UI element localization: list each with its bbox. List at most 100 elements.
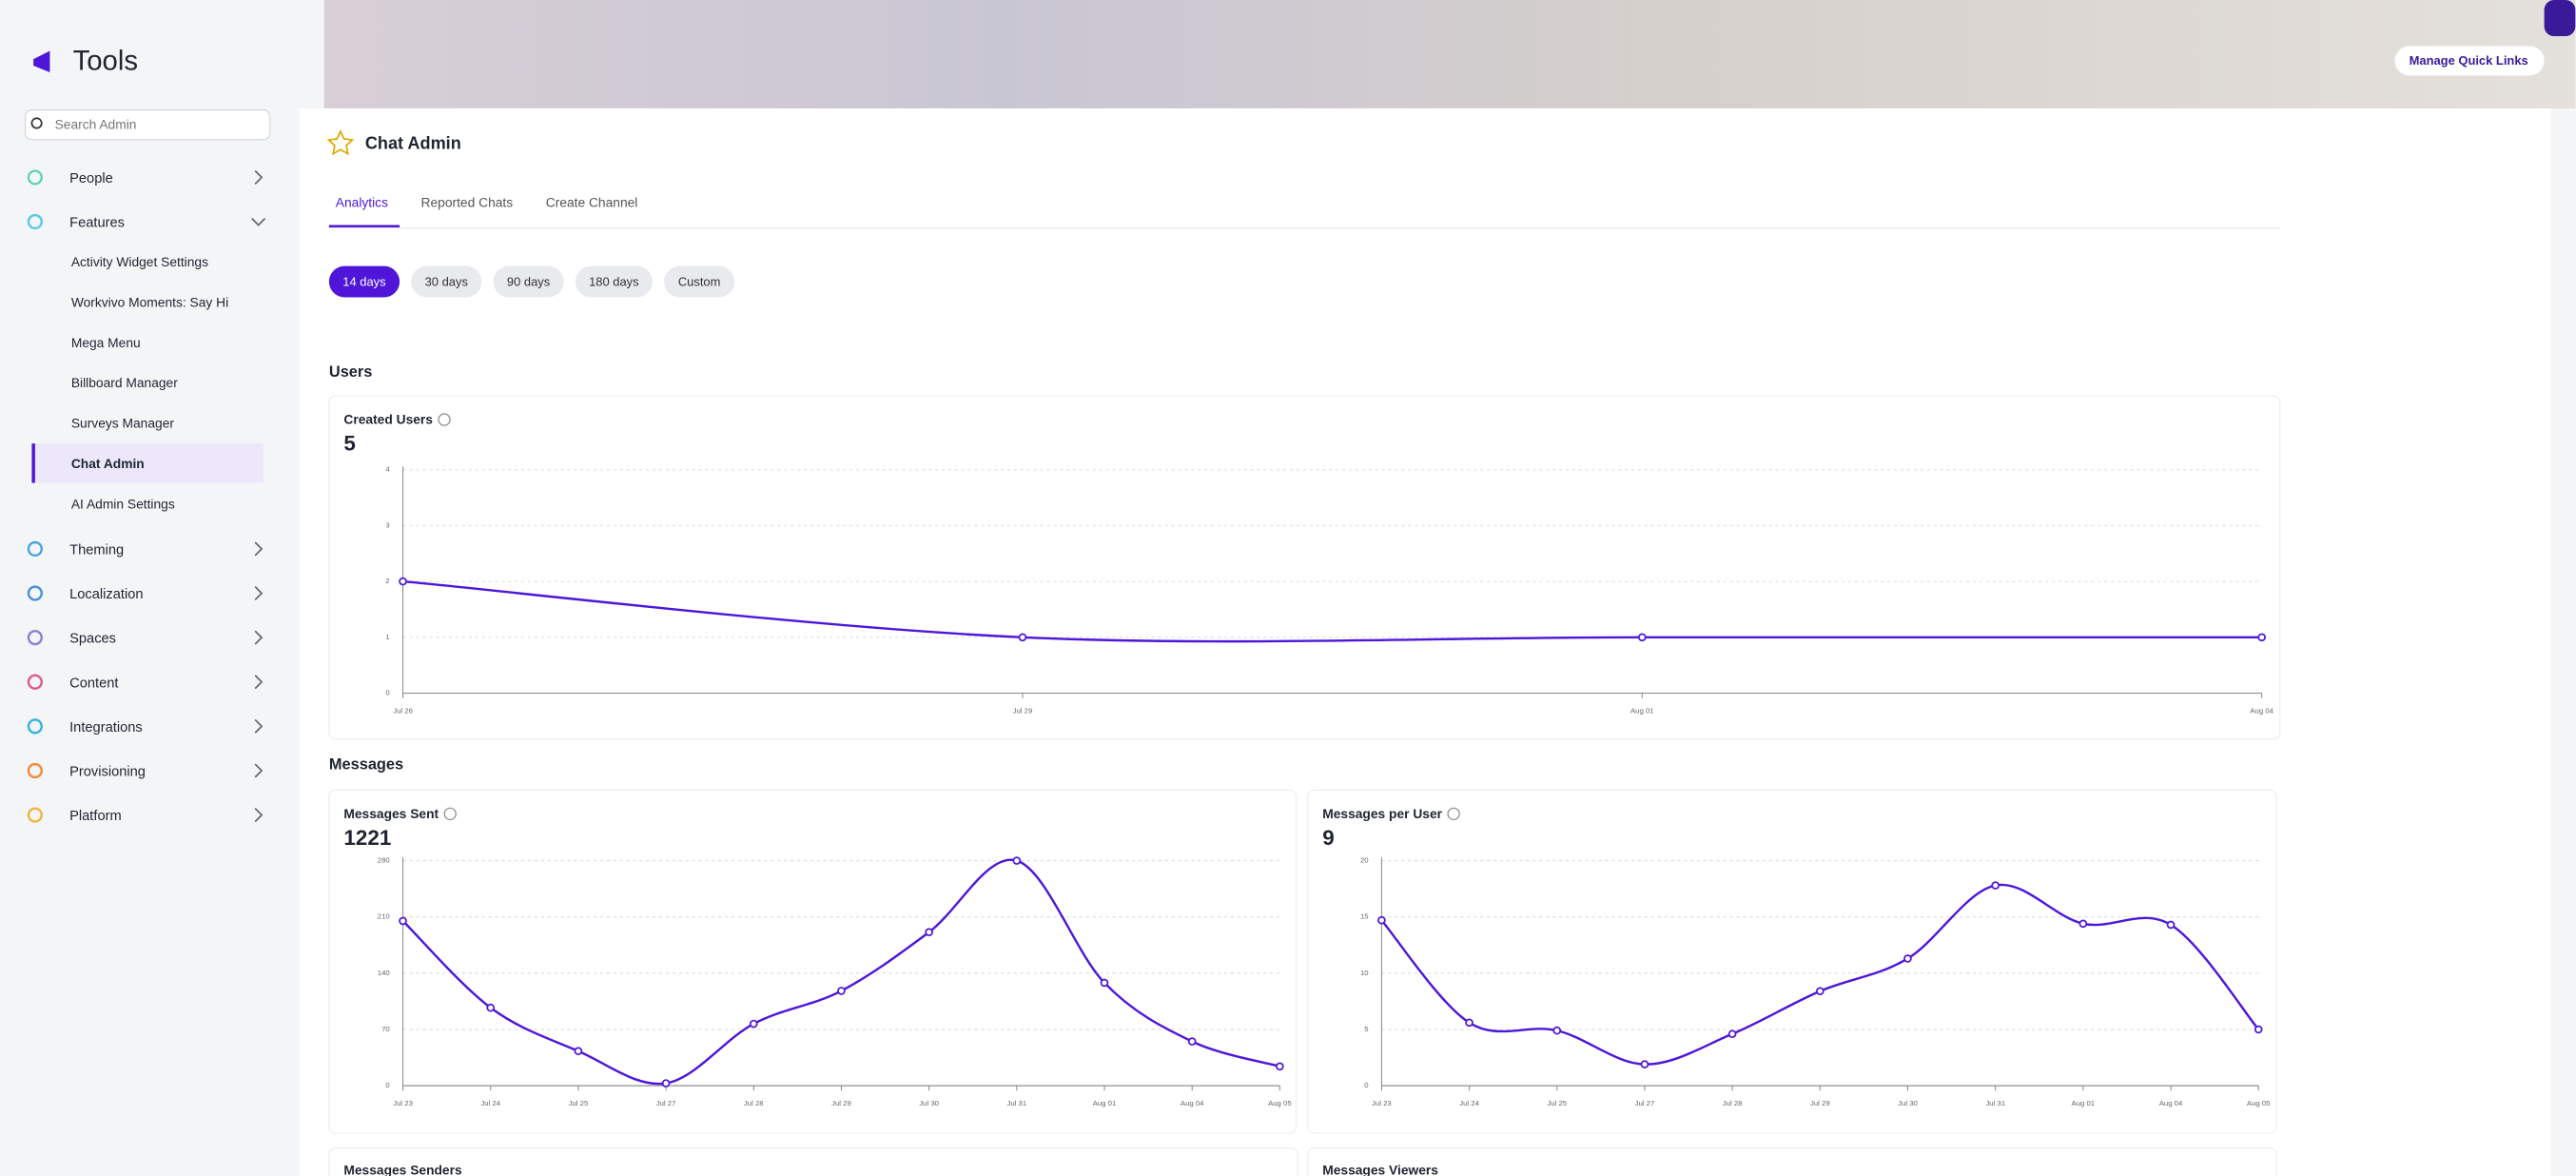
x-tick-label: Jul 29 [831, 1099, 851, 1107]
chart-card [328, 395, 2281, 740]
chart-total: 9 [1322, 826, 1334, 850]
y-tick-label: 10 [1360, 969, 1369, 977]
assistant-button[interactable] [2544, 0, 2576, 36]
x-tick-label: Jul 27 [656, 1099, 676, 1107]
y-tick-label: 210 [378, 912, 390, 921]
data-point [2257, 633, 2266, 642]
nav-subitem[interactable]: Billboard Manager [71, 375, 178, 390]
data-point [1637, 633, 1647, 642]
x-tick-label: Jul 23 [393, 1099, 413, 1107]
range-label: 14 days [342, 274, 385, 288]
x-tick-label: Jul 23 [1372, 1099, 1392, 1107]
nav-icon [27, 807, 43, 823]
logo-icon [33, 50, 50, 72]
nav-icon [27, 762, 43, 779]
x-tick-label: Aug 01 [1630, 707, 1654, 715]
nav-subitem[interactable]: AI Admin Settings [71, 497, 175, 512]
x-tick-label: Jul 26 [393, 707, 413, 715]
range-button[interactable] [575, 265, 653, 298]
nav-item[interactable]: Platform [69, 809, 122, 824]
y-tick-label: 0 [385, 689, 389, 697]
nav-icon [27, 213, 43, 230]
search-box[interactable] [24, 109, 271, 141]
nav-item[interactable]: Content [69, 676, 118, 691]
nav-icon [27, 585, 43, 601]
data-point [1377, 915, 1386, 925]
nav-selected-bar [31, 443, 35, 483]
chart-card [1307, 789, 2277, 1134]
page-title: Chat Admin [365, 134, 461, 153]
data-point [1552, 1026, 1562, 1035]
nav-subitem[interactable]: Mega Menu [71, 335, 141, 350]
nav-chevron [254, 718, 263, 734]
data-point [399, 916, 407, 926]
data-point [2166, 920, 2176, 930]
x-tick-label: Jul 31 [1006, 1099, 1026, 1107]
nav-subitem[interactable]: Chat Admin [71, 456, 145, 471]
tab[interactable]: Reported Chats [421, 195, 514, 210]
help-icon[interactable] [1447, 807, 1460, 821]
quick-links-label: Manage Quick Links [2410, 53, 2528, 68]
chart-total: 1221 [343, 826, 391, 850]
nav-item[interactable]: Provisioning [69, 765, 146, 780]
data-point [1991, 881, 2000, 890]
range-button[interactable] [411, 265, 482, 298]
nav-item[interactable]: Theming [69, 543, 124, 559]
nav-chevron [254, 541, 263, 557]
quick-links-button[interactable] [2394, 46, 2545, 76]
range-button[interactable] [493, 265, 564, 298]
y-tick-label: 280 [378, 856, 390, 865]
x-tick-label: Jul 30 [1898, 1099, 1918, 1107]
data-point [1012, 856, 1022, 865]
help-icon[interactable] [438, 413, 451, 426]
y-tick-label: 20 [1360, 856, 1369, 865]
data-point [486, 1003, 496, 1012]
x-tick-label: Aug 01 [2072, 1099, 2096, 1107]
x-tick-label: Jul 29 [1810, 1099, 1830, 1107]
data-point [2078, 919, 2088, 929]
y-tick-label: 2 [385, 577, 389, 585]
favorite-star[interactable] [326, 129, 355, 156]
nav-item[interactable]: People [69, 171, 113, 186]
data-point [1465, 1018, 1473, 1028]
chart-card [328, 789, 1298, 1134]
nav-chevron [254, 630, 263, 645]
data-point [1903, 954, 1912, 963]
x-tick-label: Aug 05 [2247, 1099, 2271, 1107]
y-tick-label: 3 [385, 520, 389, 529]
y-tick-label: 140 [378, 969, 390, 977]
x-tick-label: Aug 05 [1268, 1099, 1292, 1107]
x-tick-label: Jul 24 [480, 1099, 500, 1107]
tab-underline [328, 225, 400, 228]
x-tick-label: Aug 01 [1093, 1099, 1117, 1107]
nav-chevron [254, 808, 263, 823]
nav-subitem[interactable]: Surveys Manager [71, 416, 175, 431]
nav-item[interactable]: Localization [69, 587, 143, 602]
x-tick-label: Jul 25 [569, 1099, 589, 1107]
range-button[interactable] [664, 265, 735, 298]
y-tick-label: 1 [385, 633, 389, 641]
chart-title: Messages Viewers [1322, 1162, 1438, 1176]
chart-title: Created Users [343, 412, 433, 427]
nav-subitem[interactable]: Workvivo Moments: Say Hi [71, 294, 228, 309]
nav-icon [27, 540, 43, 558]
x-tick-label: Jul 25 [1547, 1099, 1567, 1107]
x-tick-label: Aug 04 [2159, 1099, 2183, 1107]
data-point [399, 577, 407, 586]
range-button[interactable] [328, 265, 400, 298]
x-tick-label: Aug 04 [1181, 1099, 1204, 1107]
line-series [402, 579, 2262, 643]
nav-subitem[interactable]: Activity Widget Settings [71, 254, 208, 269]
nav-selected-bg [33, 443, 263, 483]
y-tick-label: 4 [385, 465, 390, 474]
x-tick-label: Aug 04 [2250, 707, 2274, 715]
nav-item[interactable]: Integrations [69, 720, 143, 735]
tab[interactable]: Analytics [336, 195, 388, 210]
nav-item[interactable]: Spaces [69, 632, 116, 647]
nav-icon [27, 718, 43, 735]
nav-item[interactable]: Features [69, 216, 125, 231]
tab[interactable]: Create Channel [546, 195, 638, 210]
chart-total: 5 [343, 432, 355, 456]
help-icon[interactable] [443, 807, 457, 821]
